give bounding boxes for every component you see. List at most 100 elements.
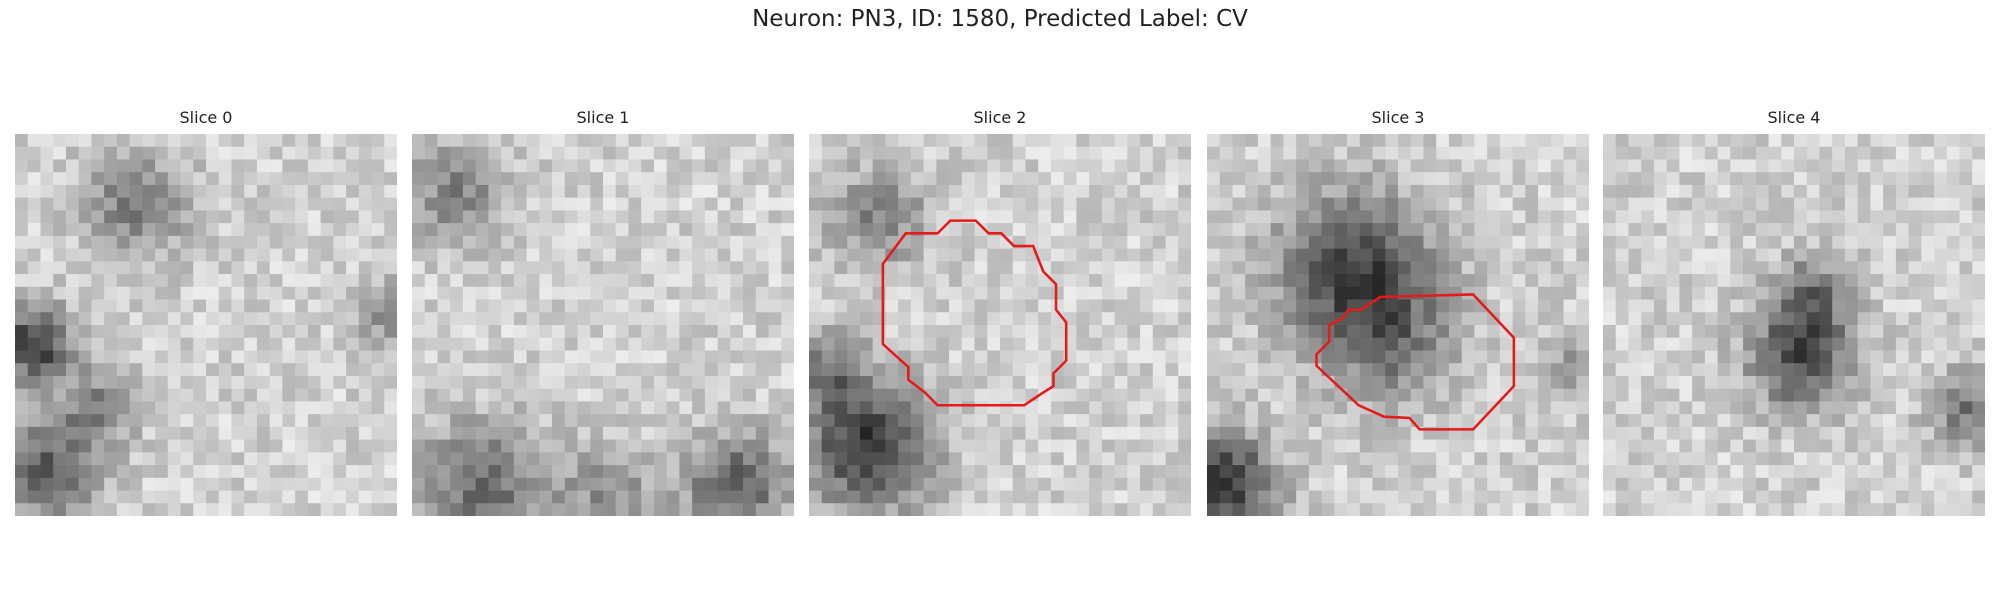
- pixel: [1934, 414, 1948, 428]
- pixel: [218, 375, 232, 390]
- pixel: [488, 286, 502, 301]
- pixel: [1550, 477, 1565, 492]
- pixel: [346, 490, 360, 504]
- pixel: [552, 325, 566, 339]
- pixel: [155, 210, 169, 224]
- pixel: [1653, 337, 1668, 351]
- pixel: [307, 363, 322, 377]
- pixel: [180, 490, 194, 504]
- pixel: [1603, 210, 1617, 224]
- pixel: [1296, 261, 1310, 275]
- pixel: [1959, 146, 1973, 160]
- pixel: [834, 503, 848, 516]
- pixel: [269, 261, 283, 275]
- pixel: [40, 350, 54, 364]
- pixel: [936, 503, 950, 516]
- pixel: [1207, 477, 1221, 492]
- pixel: [78, 210, 92, 224]
- pixel: [256, 350, 271, 364]
- pixel: [1076, 401, 1090, 415]
- pixel: [1704, 414, 1719, 428]
- pixel: [1038, 490, 1052, 504]
- pixel: [641, 146, 655, 160]
- pixel: [615, 439, 629, 453]
- pixel: [653, 375, 668, 390]
- pixel: [1436, 325, 1450, 339]
- pixel: [615, 210, 629, 224]
- pixel: [1140, 401, 1154, 415]
- pixel: [974, 337, 988, 351]
- pixel: [1114, 248, 1128, 262]
- pixel: [1076, 312, 1090, 326]
- pixel: [1025, 197, 1039, 211]
- pixel: [1245, 146, 1259, 160]
- pixel: [244, 210, 258, 224]
- pixel: [15, 159, 29, 173]
- pixel: [692, 223, 706, 237]
- pixel: [193, 248, 207, 262]
- pixel: [412, 401, 426, 415]
- pixel: [1525, 426, 1539, 441]
- pixel: [424, 388, 438, 402]
- pixel: [116, 172, 131, 186]
- pixel: [834, 172, 848, 186]
- pixel: [65, 134, 80, 148]
- pixel: [1296, 248, 1310, 262]
- pixel: [104, 312, 118, 326]
- pixel: [1946, 439, 1961, 453]
- pixel: [1628, 350, 1642, 364]
- pixel: [155, 312, 169, 326]
- pixel: [1076, 439, 1090, 453]
- pixel: [1641, 159, 1655, 173]
- pixel: [847, 197, 861, 211]
- pixel: [155, 350, 169, 364]
- pixel: [1717, 350, 1731, 364]
- pixel: [949, 350, 963, 364]
- pixel: [1152, 401, 1167, 415]
- pixel: [1679, 312, 1693, 326]
- pixel: [295, 350, 309, 364]
- pixel: [1755, 146, 1770, 160]
- pixel: [1101, 312, 1116, 326]
- pixel: [1114, 490, 1128, 504]
- pixel: [1641, 235, 1655, 250]
- pixel: [1628, 490, 1642, 504]
- pixel: [1140, 146, 1154, 160]
- pixel: [1165, 184, 1179, 199]
- pixel: [859, 401, 874, 415]
- pixel: [1908, 465, 1922, 479]
- pixel: [974, 375, 988, 390]
- pixel: [1857, 197, 1871, 211]
- pixel: [91, 235, 105, 250]
- pixel: [1512, 146, 1526, 160]
- pixel: [1245, 375, 1259, 390]
- pixel: [526, 134, 540, 148]
- pixel: [1025, 286, 1039, 301]
- pixel: [91, 414, 105, 428]
- pixel: [1781, 312, 1795, 326]
- pixel: [1972, 286, 1985, 301]
- pixel: [872, 146, 886, 160]
- pixel: [628, 235, 642, 250]
- pixel: [577, 197, 591, 211]
- pixel: [1219, 452, 1233, 466]
- pixel: [1152, 134, 1167, 148]
- pixel: [346, 299, 360, 313]
- pixel: [1089, 490, 1103, 504]
- pixel: [1232, 363, 1246, 377]
- pixel: [1525, 159, 1539, 173]
- pixel: [513, 223, 528, 237]
- pixel: [1025, 439, 1039, 453]
- pixel: [1934, 286, 1948, 301]
- pixel: [193, 210, 207, 224]
- pixel: [1347, 197, 1361, 211]
- pixel: [180, 388, 194, 402]
- pixel: [231, 286, 245, 301]
- pixel: [1012, 439, 1026, 453]
- pixel: [1219, 197, 1233, 211]
- pixel: [539, 146, 553, 160]
- pixel: [65, 325, 80, 339]
- pixel: [1946, 184, 1961, 199]
- pixel: [564, 426, 579, 441]
- pixel: [1653, 312, 1668, 326]
